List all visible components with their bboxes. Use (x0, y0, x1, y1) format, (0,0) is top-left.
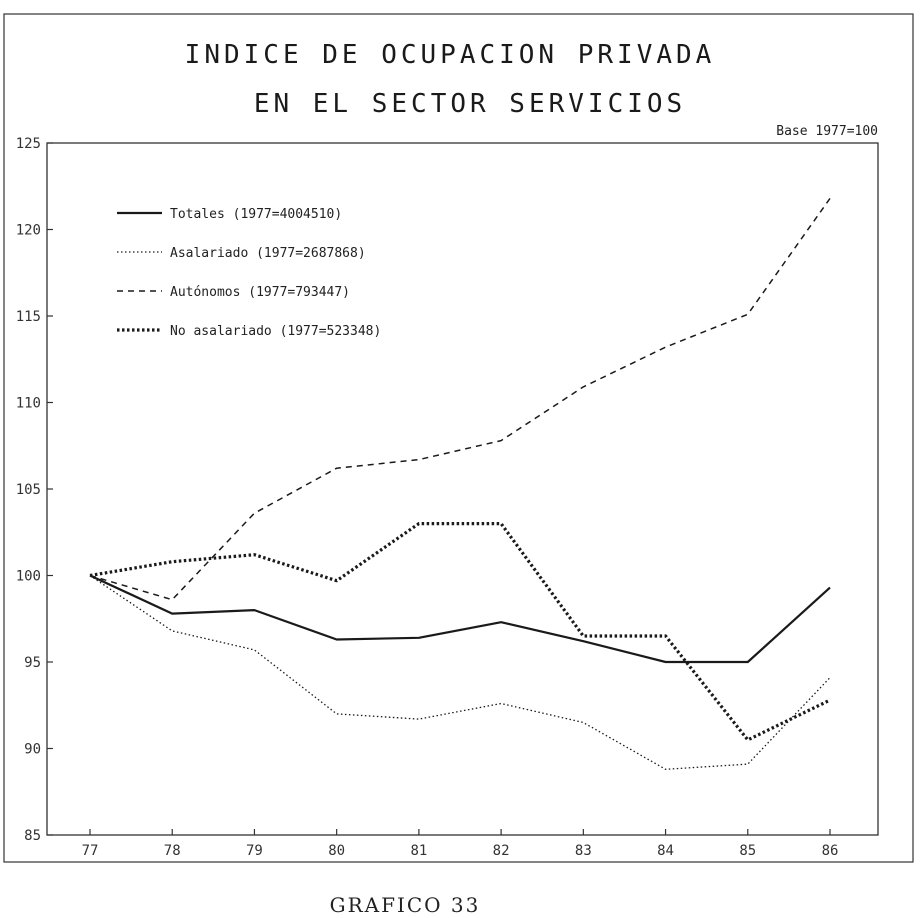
x-tick-label: 79 (246, 843, 263, 859)
figure-caption: GRAFICO 33 (330, 893, 481, 917)
x-tick-label: 84 (657, 843, 674, 859)
x-tick-label: 78 (164, 843, 181, 859)
base-note: Base 1977=100 (776, 124, 878, 139)
chart-title-line2: EN EL SECTOR SERVICIOS (254, 89, 686, 119)
series-lines (89, 197, 831, 770)
x-tick-label: 81 (410, 843, 427, 859)
y-tick-label: 110 (16, 396, 41, 412)
series-line-3 (89, 197, 831, 601)
y-tick-label: 90 (24, 742, 41, 758)
y-tick-label: 85 (24, 828, 41, 844)
x-tick-label: 86 (822, 843, 839, 859)
series-line-1 (89, 574, 831, 664)
legend-label: Asalariado (1977=2687868) (170, 246, 366, 261)
y-tick-label: 115 (16, 309, 41, 325)
legend: Totales (1977=4004510) Asalariado (1977=2… (117, 207, 381, 339)
x-tick-label: 80 (328, 843, 345, 859)
y-tick-label: 125 (16, 136, 41, 152)
y-axis: 85 90 95 100 105 110 115 120 125 (16, 136, 53, 844)
y-tick-label: 105 (16, 482, 41, 498)
outer-frame (3, 13, 914, 863)
legend-label: Autónomos (1977=793447) (170, 285, 350, 300)
x-tick-label: 77 (82, 843, 99, 859)
y-tick-label: 95 (24, 655, 41, 671)
x-tick-label: 82 (493, 843, 510, 859)
y-tick-label: 120 (16, 223, 41, 239)
legend-label: No asalariado (1977=523348) (170, 324, 381, 339)
x-tick-label: 85 (739, 843, 756, 859)
series-line-4 (89, 521, 831, 742)
series-line-2 (89, 574, 831, 770)
chart-title-line1: INDICE DE OCUPACION PRIVADA (185, 40, 716, 70)
x-tick-label: 83 (575, 843, 592, 859)
legend-label: Totales (1977=4004510) (170, 207, 342, 222)
y-tick-label: 100 (16, 569, 41, 585)
x-axis: 77 78 79 80 81 82 83 84 85 86 (82, 829, 839, 859)
